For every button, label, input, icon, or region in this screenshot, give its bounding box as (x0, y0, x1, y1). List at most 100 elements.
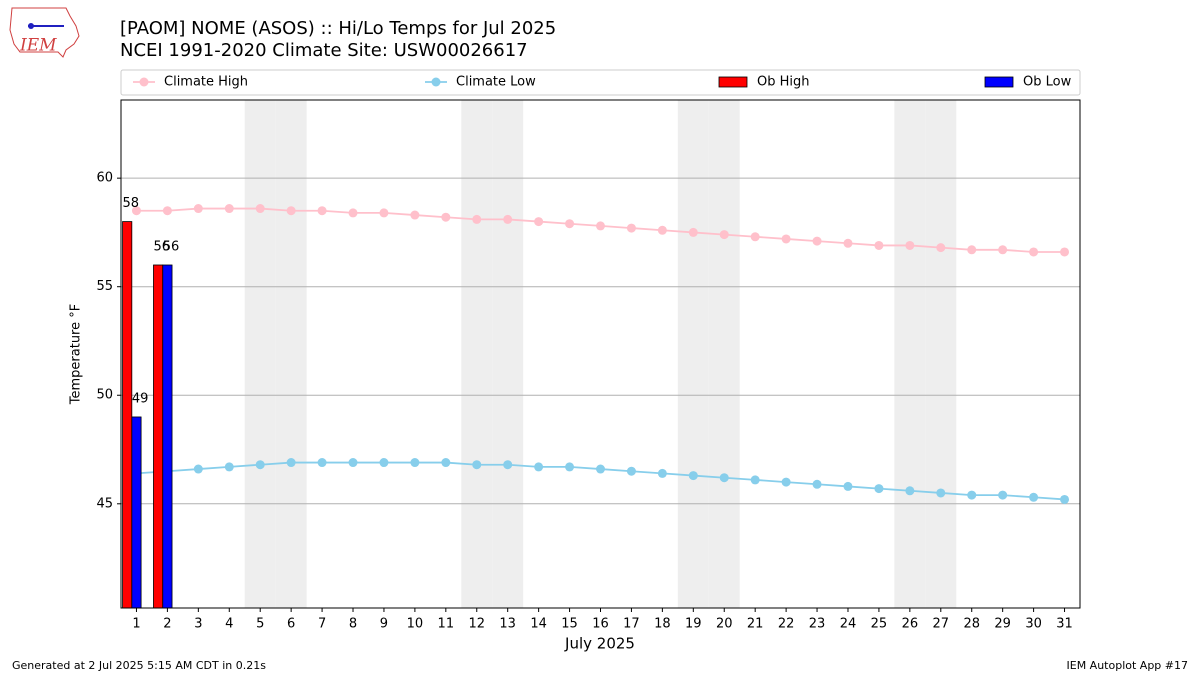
weekend-shade (461, 100, 493, 608)
bar (131, 416, 142, 609)
point (843, 481, 853, 491)
x-tick-label: 10 (407, 617, 424, 632)
point (781, 234, 791, 244)
point (410, 210, 420, 220)
logo-outline (9, 7, 80, 58)
weekend-shade (677, 100, 709, 608)
x-tick-label: 19 (685, 617, 702, 632)
data-label: 56 (153, 239, 170, 254)
logo: IEM (9, 7, 80, 58)
point (224, 462, 234, 472)
point (162, 206, 172, 216)
weekend-shade (708, 100, 740, 608)
x-tick-label: 17 (623, 617, 640, 632)
point (565, 219, 575, 229)
x-tick-label: 11 (438, 617, 455, 632)
legend-swatch (718, 76, 748, 88)
legend-label: Climate Low (456, 75, 536, 90)
point (131, 206, 141, 216)
data-label: 49 (132, 391, 149, 406)
logo-dot (28, 23, 34, 29)
x-tick-label: 15 (561, 617, 578, 632)
point (441, 212, 451, 222)
point (936, 243, 946, 253)
x-tick-label: 5 (256, 617, 264, 632)
point (379, 208, 389, 218)
point (472, 460, 482, 470)
point (657, 225, 667, 235)
x-tick-label: 14 (530, 617, 547, 632)
x-tick-label: 6 (287, 617, 295, 632)
point (998, 245, 1008, 255)
point (596, 221, 605, 231)
x-tick-label: 1 (132, 617, 140, 632)
point (348, 208, 358, 218)
y-tick-label: 45 (96, 496, 113, 511)
x-tick-label: 3 (194, 617, 202, 632)
y-axis-label: Temperature °F (69, 304, 84, 405)
data-label: 58 (123, 196, 140, 211)
point (472, 214, 482, 224)
point (781, 477, 791, 487)
point (967, 245, 977, 255)
point (193, 464, 203, 474)
point (193, 204, 203, 214)
x-tick-label: 8 (349, 617, 357, 632)
y-tick-label: 55 (96, 279, 113, 294)
logo-text: IEM (19, 36, 57, 56)
x-tick-label: 21 (747, 617, 764, 632)
point (719, 473, 729, 483)
point (255, 460, 265, 470)
x-tick-label: 13 (499, 617, 516, 632)
x-tick-label: 18 (654, 617, 671, 632)
point (626, 466, 636, 476)
x-tick-label: 27 (933, 617, 950, 632)
x-tick-label: 12 (468, 617, 485, 632)
legend-label: Ob High (757, 75, 810, 90)
plot-frame (120, 99, 1081, 609)
bar (122, 221, 133, 609)
x-tick-label: 23 (809, 617, 826, 632)
x-tick-label: 16 (592, 617, 609, 632)
point (317, 458, 327, 468)
footer-left: Generated at 2 Jul 2025 5:15 AM CDT in 0… (12, 659, 266, 672)
point (1029, 492, 1039, 502)
point (688, 471, 698, 481)
point (843, 238, 853, 248)
point (657, 468, 667, 478)
y-tick-label: 60 (96, 171, 113, 186)
x-tick-label: 24 (840, 617, 857, 632)
x-tick-label: 29 (994, 617, 1011, 632)
point (998, 490, 1008, 500)
x-tick-label: 22 (778, 617, 795, 632)
legend-box (120, 69, 1081, 96)
bar (153, 264, 164, 609)
point (967, 490, 977, 500)
x-tick-label: 2 (163, 617, 171, 632)
x-tick-label: 4 (225, 617, 233, 632)
point (936, 488, 946, 498)
bar (162, 264, 173, 609)
x-tick-label: 25 (871, 617, 888, 632)
chart-subtitle: NCEI 1991-2020 Climate Site: USW00026617 (120, 40, 528, 61)
data-label: 56 (163, 239, 180, 254)
x-tick-label: 20 (716, 617, 733, 632)
point (534, 462, 544, 472)
point (750, 232, 760, 242)
legend-swatch (984, 76, 1014, 88)
x-axis-label: July 2025 (564, 635, 635, 653)
point (750, 475, 760, 485)
point (503, 214, 513, 224)
weekend-shade (492, 100, 524, 608)
weekend-shade (275, 100, 307, 608)
x-tick-label: 31 (1056, 617, 1073, 632)
point (1060, 494, 1070, 504)
point (596, 464, 605, 474)
weekend-shade (894, 100, 926, 608)
weekend-shade (925, 100, 957, 608)
legend-marker (139, 77, 149, 87)
legend-label: Climate High (164, 75, 248, 90)
point (441, 458, 451, 468)
footer-right: IEM Autoplot App #17 (1067, 659, 1189, 672)
